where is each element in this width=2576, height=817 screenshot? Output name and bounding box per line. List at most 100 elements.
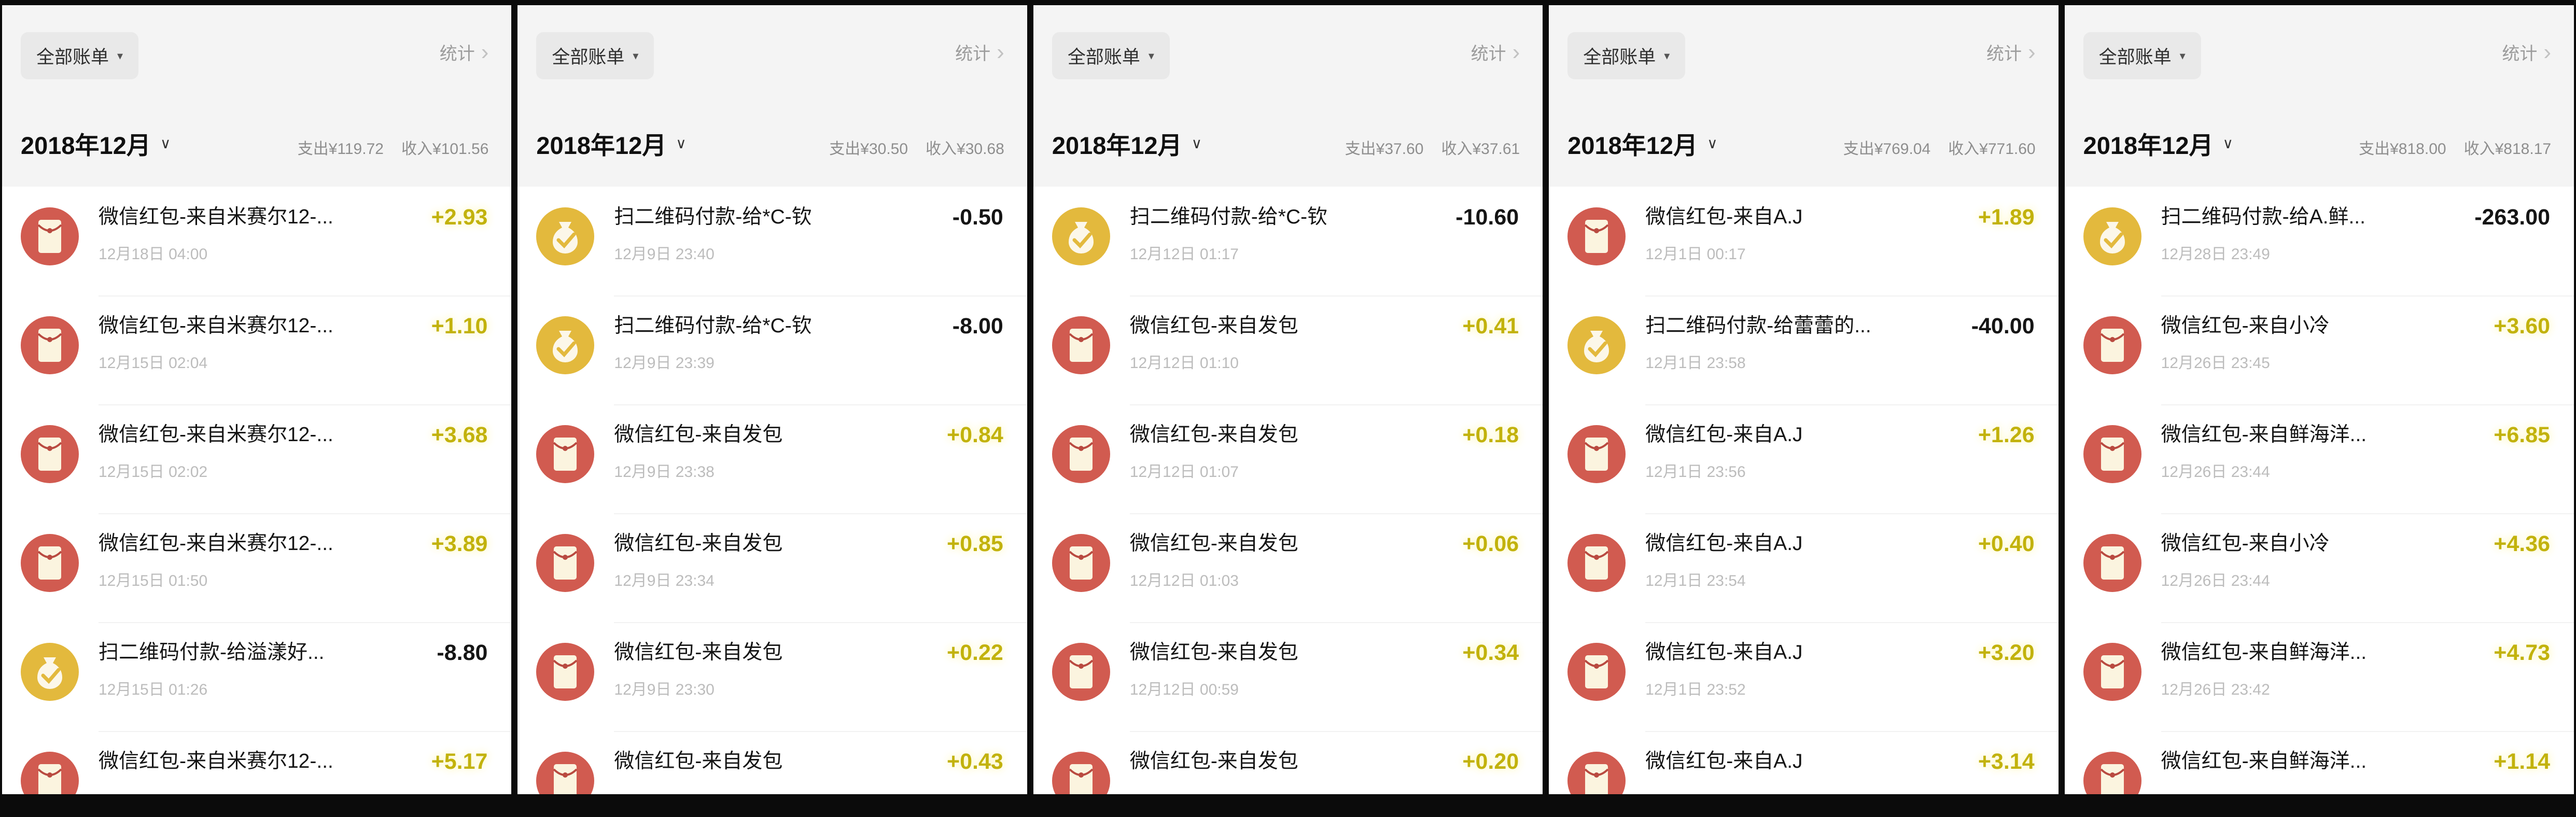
transaction-date: 12月9日 23:34 xyxy=(614,572,715,589)
transaction-date: 12月12日 01:03 xyxy=(1129,572,1239,589)
transaction-row[interactable]: 微信红包-来自发包 12月12日 00:59 +0.34 xyxy=(1033,622,1543,731)
transaction-row[interactable]: 微信红包-来自米赛尔12-... 12月18日 04:00 +2.93 xyxy=(2,187,511,295)
statistics-link[interactable]: 统计 › xyxy=(1986,39,2036,65)
income-total: 收入¥37.61 xyxy=(1441,140,1520,158)
transaction-row[interactable]: 微信红包-来自A.J 12月1日 23:56 +1.26 xyxy=(1549,404,2059,513)
transaction-row[interactable]: 微信红包-来自米赛尔12-... 12月15日 02:02 +3.68 xyxy=(2,404,512,513)
transaction-amount: +0.85 xyxy=(947,531,1003,556)
caret-down-icon: ▾ xyxy=(117,49,123,62)
all-bills-filter[interactable]: 全部账单 ▾ xyxy=(1567,32,1686,79)
transaction-row[interactable]: 微信红包-来自发包 +0.20 xyxy=(1033,731,1543,794)
transaction-row[interactable]: 微信红包-来自鲜海洋... +1.14 xyxy=(2065,731,2574,794)
all-bills-filter[interactable]: 全部账单 ▾ xyxy=(21,32,139,79)
transaction-list: 扫二维码付款-给*C-钦 12月9日 23:40 -0.50 扫二维码付款-给*… xyxy=(517,187,1027,794)
transaction-date: 12月12日 00:59 xyxy=(1129,681,1239,698)
red-envelope-icon xyxy=(1052,425,1110,483)
red-envelope-glyph xyxy=(1052,643,1110,701)
transaction-row[interactable]: 微信红包-来自鲜海洋... 12月26日 23:44 +6.85 xyxy=(2065,404,2574,513)
transaction-row[interactable]: 扫二维码付款-给*C-钦 12月12日 01:17 -10.60 xyxy=(1033,187,1543,295)
month-summary-row: 2018年12月 ∨ 支出¥769.04 收入¥771.60 xyxy=(1567,125,2035,161)
transaction-text: 微信红包-来自米赛尔12-... xyxy=(99,750,421,785)
transaction-amount: +1.14 xyxy=(2494,749,2551,774)
all-bills-filter[interactable]: 全部账单 ▾ xyxy=(1052,32,1170,79)
statistics-link[interactable]: 统计 › xyxy=(1471,39,1520,65)
transaction-amount: +0.18 xyxy=(1462,422,1519,447)
month-selector[interactable]: 2018年12月 ∨ xyxy=(1567,125,1717,161)
month-totals: 支出¥769.04 收入¥771.60 xyxy=(1843,136,2036,159)
transaction-row[interactable]: 微信红包-来自发包 12月12日 01:03 +0.06 xyxy=(1033,513,1543,622)
transaction-row[interactable]: 微信红包-来自发包 12月12日 01:07 +0.18 xyxy=(1033,404,1543,513)
transaction-amount: +0.43 xyxy=(947,749,1003,774)
transaction-title: 微信红包-来自小冷 xyxy=(2161,532,2330,555)
transaction-row[interactable]: 微信红包-来自米赛尔12-... 12月15日 02:04 +1.10 xyxy=(2,295,512,404)
transaction-row[interactable]: 微信红包-来自发包 12月12日 01:10 +0.41 xyxy=(1033,295,1543,404)
month-selector[interactable]: 2018年12月 ∨ xyxy=(21,125,171,161)
transaction-row[interactable]: 微信红包-来自发包 +0.43 xyxy=(517,731,1027,794)
transaction-row[interactable]: 微信红包-来自A.J 12月1日 23:54 +0.40 xyxy=(1549,513,2059,622)
transaction-row[interactable]: 扫二维码付款-给溢漾好... 12月15日 01:26 -8.80 xyxy=(2,622,512,731)
statistics-link[interactable]: 统计 › xyxy=(440,39,489,65)
transaction-row[interactable]: 扫二维码付款-给*C-钦 12月9日 23:40 -0.50 xyxy=(517,187,1027,295)
red-envelope-icon xyxy=(1052,534,1110,592)
month-selector[interactable]: 2018年12月 ∨ xyxy=(536,125,686,161)
transaction-title: 扫二维码付款-给*C-钦 xyxy=(1129,206,1328,228)
chevron-down-icon: ∨ xyxy=(160,135,171,151)
transaction-row[interactable]: 扫二维码付款-给A.鲜... 12月28日 23:49 -263.00 xyxy=(2065,187,2574,295)
transaction-title: 扫二维码付款-给*C-钦 xyxy=(614,206,812,228)
transaction-row[interactable]: 扫二维码付款-给蕾蕾的... 12月1日 23:58 -40.00 xyxy=(1549,295,2059,404)
transaction-row[interactable]: 微信红包-来自米赛尔12-... +5.17 xyxy=(2,731,512,794)
transaction-date: 12月26日 23:44 xyxy=(2161,463,2270,481)
transaction-text: 扫二维码付款-给蕾蕾的... 12月1日 23:58 xyxy=(1645,314,1961,373)
transaction-text: 扫二维码付款-给*C-钦 12月12日 01:17 xyxy=(1130,205,1445,264)
transaction-date: 12月12日 01:10 xyxy=(1129,354,1239,372)
transaction-row[interactable]: 扫二维码付款-给*C-钦 12月9日 23:39 -8.00 xyxy=(517,295,1027,404)
transaction-row[interactable]: 微信红包-来自米赛尔12-... 12月15日 01:50 +3.89 xyxy=(2,513,512,622)
transaction-amount: +0.41 xyxy=(1462,314,1519,339)
transaction-text: 扫二维码付款-给*C-钦 12月9日 23:39 xyxy=(614,314,942,373)
transaction-amount: +5.17 xyxy=(431,749,488,774)
transaction-row[interactable]: 微信红包-来自A.J 12月1日 23:52 +3.20 xyxy=(1549,622,2059,731)
transaction-title: 微信红包-来自米赛尔12-... xyxy=(99,750,333,772)
statistics-link[interactable]: 统计 › xyxy=(955,39,1004,65)
all-bills-filter[interactable]: 全部账单 ▾ xyxy=(2083,32,2201,79)
transaction-date: 12月26日 23:42 xyxy=(2161,681,2270,698)
transaction-row[interactable]: 微信红包-来自发包 12月9日 23:38 +0.84 xyxy=(517,404,1027,513)
transaction-row[interactable]: 微信红包-来自A.J +3.14 xyxy=(1549,731,2059,794)
transaction-text: 扫二维码付款-给溢漾好... 12月15日 01:26 xyxy=(99,641,426,699)
chevron-down-icon: ∨ xyxy=(2222,135,2233,151)
transaction-row[interactable]: 微信红包-来自A.J 12月1日 00:17 +1.89 xyxy=(1549,187,2058,295)
transaction-title: 微信红包-来自A.J xyxy=(1645,424,1803,446)
transaction-text: 微信红包-来自米赛尔12-... 12月15日 01:50 xyxy=(99,532,421,590)
month-label: 2018年12月 xyxy=(21,132,151,159)
stats-label: 统计 xyxy=(1471,44,1506,64)
red-envelope-icon xyxy=(2083,425,2141,483)
transaction-row[interactable]: 微信红包-来自发包 12月9日 23:30 +0.22 xyxy=(517,622,1027,731)
month-selector[interactable]: 2018年12月 ∨ xyxy=(1052,125,1202,161)
transaction-date: 12月12日 01:07 xyxy=(1129,463,1239,481)
transaction-amount: +0.20 xyxy=(1462,749,1519,774)
transaction-row[interactable]: 微信红包-来自鲜海洋... 12月26日 23:42 +4.73 xyxy=(2065,622,2574,731)
filter-label: 全部账单 xyxy=(1583,47,1656,67)
transaction-amount: +4.36 xyxy=(2494,531,2551,556)
month-label: 2018年12月 xyxy=(1567,132,1698,159)
transaction-amount: -10.60 xyxy=(1455,205,1519,230)
bill-panel: 全部账单 ▾ 统计 › 2018年12月 ∨ 支出¥769.04 收入¥771.… xyxy=(1549,5,2059,794)
month-label: 2018年12月 xyxy=(1052,132,1182,159)
money-bag-icon xyxy=(1567,316,1626,374)
red-envelope-icon xyxy=(536,425,595,483)
filter-label: 全部账单 xyxy=(36,47,109,67)
red-envelope-icon xyxy=(2083,534,2141,592)
transaction-title: 微信红包-来自A.J xyxy=(1645,206,1803,228)
transaction-title: 微信红包-来自发包 xyxy=(614,424,783,446)
transaction-title: 扫二维码付款-给A.鲜... xyxy=(2161,206,2365,228)
transaction-text: 微信红包-来自发包 12月12日 00:59 xyxy=(1130,641,1452,699)
transaction-row[interactable]: 微信红包-来自发包 12月9日 23:34 +0.85 xyxy=(517,513,1027,622)
month-selector[interactable]: 2018年12月 ∨ xyxy=(2083,125,2233,161)
transaction-amount: +3.60 xyxy=(2494,314,2551,339)
all-bills-filter[interactable]: 全部账单 ▾ xyxy=(536,32,654,79)
money-bag-glyph xyxy=(1567,316,1626,374)
bill-panel: 全部账单 ▾ 统计 › 2018年12月 ∨ 支出¥119.72 收入¥101.… xyxy=(2,5,512,794)
statistics-link[interactable]: 统计 › xyxy=(2502,39,2551,65)
transaction-row[interactable]: 微信红包-来自小冷 12月26日 23:45 +3.60 xyxy=(2065,295,2574,404)
transaction-row[interactable]: 微信红包-来自小冷 12月26日 23:44 +4.36 xyxy=(2065,513,2574,622)
